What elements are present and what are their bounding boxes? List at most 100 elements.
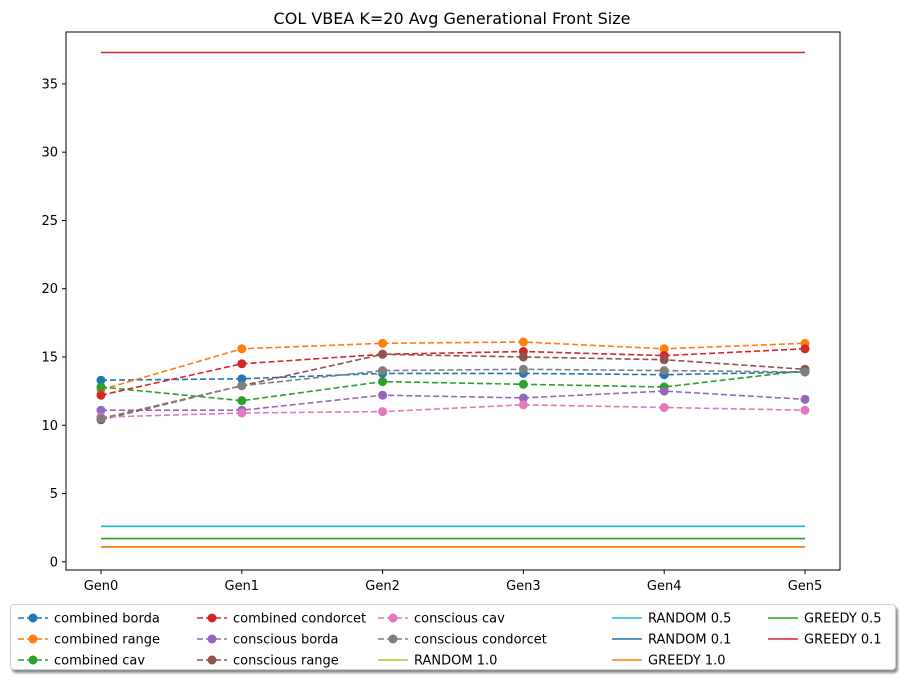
- data-point: [237, 408, 247, 418]
- legend: combined borda combined range combined cav…: [18, 612, 882, 669]
- y-tick-label: 15: [41, 350, 58, 365]
- series-1: [96, 337, 810, 395]
- legend-label: GREEDY 1.0: [648, 654, 726, 669]
- x-tick-label: Gen0: [84, 579, 119, 594]
- x-tick-label: Gen2: [365, 579, 400, 594]
- data-point: [518, 400, 528, 410]
- legend-label: conscious condorcet: [414, 633, 547, 648]
- legend-marker: [28, 634, 38, 644]
- legend-item: RANDOM 0.5: [612, 612, 731, 627]
- legend-label: RANDOM 0.1: [648, 633, 731, 648]
- x-tick-label: Gen1: [225, 579, 260, 594]
- y-tick-label: 30: [41, 146, 58, 161]
- legend-item: combined borda: [18, 612, 160, 627]
- data-point: [378, 366, 388, 376]
- chart-title: COL VBEA K=20 Avg Generational Front Siz…: [274, 9, 631, 28]
- data-point: [237, 381, 247, 391]
- legend-label: combined range: [54, 633, 160, 648]
- y-tick-label: 20: [41, 282, 58, 297]
- legend-item: RANDOM 0.1: [612, 633, 731, 648]
- data-point: [237, 344, 247, 354]
- data-point: [800, 367, 810, 377]
- legend-marker: [207, 634, 217, 644]
- data-point: [378, 338, 388, 348]
- data-point: [96, 375, 106, 385]
- data-point: [378, 349, 388, 359]
- data-point: [659, 403, 669, 413]
- data-point: [96, 382, 106, 392]
- data-point: [518, 364, 528, 374]
- series-2: [96, 366, 810, 406]
- data-point: [237, 359, 247, 369]
- series-line: [100, 353, 806, 421]
- series-6: [96, 400, 810, 422]
- legend-marker: [388, 613, 398, 623]
- legend-label: conscious borda: [233, 633, 339, 648]
- data-point: [800, 405, 810, 415]
- data-point: [378, 407, 388, 417]
- x-tick-label: Gen4: [647, 579, 682, 594]
- series-line: [100, 368, 806, 420]
- legend-label: RANDOM 1.0: [414, 654, 497, 669]
- legend-label: conscious cav: [414, 612, 505, 627]
- data-point: [237, 374, 247, 384]
- series-3: [96, 344, 810, 400]
- series-line: [100, 371, 806, 381]
- legend-marker: [207, 655, 217, 665]
- x-tick-label: Gen5: [788, 579, 823, 594]
- data-point: [96, 405, 106, 415]
- data-point: [96, 413, 106, 423]
- data-point: [518, 352, 528, 362]
- data-point: [378, 377, 388, 387]
- y-tick-label: 10: [41, 419, 58, 434]
- data-point: [378, 390, 388, 400]
- series-layer: [96, 51, 810, 548]
- data-point: [659, 355, 669, 365]
- legend-label: GREEDY 0.1: [804, 633, 882, 648]
- series-line: [100, 341, 806, 391]
- data-point: [800, 344, 810, 354]
- y-tick-label: 0: [50, 555, 58, 570]
- data-point: [659, 386, 669, 396]
- y-tick-label: 35: [41, 77, 58, 92]
- data-point: [659, 344, 669, 354]
- series-4: [96, 386, 810, 415]
- plot-frame: [65, 31, 841, 571]
- data-point: [96, 390, 106, 400]
- legend-item: conscious range: [197, 654, 339, 669]
- series-7: [96, 364, 810, 423]
- legend-marker: [28, 655, 38, 665]
- legend-marker: [207, 613, 217, 623]
- legend-item: combined condorcet: [197, 612, 366, 627]
- series-line: [100, 348, 806, 396]
- legend-item: RANDOM 1.0: [378, 654, 497, 669]
- series-line: [101, 390, 806, 412]
- legend-marker: [388, 634, 398, 644]
- legend-item: conscious condorcet: [378, 633, 547, 648]
- legend-item: GREEDY 0.1: [768, 633, 882, 648]
- y-tick-label: 25: [41, 214, 58, 229]
- legend-item: GREEDY 0.5: [768, 612, 882, 627]
- legend-item: conscious cav: [378, 612, 505, 627]
- data-point: [237, 396, 247, 406]
- legend-label: GREEDY 0.5: [804, 612, 882, 627]
- legend-item: combined cav: [18, 654, 145, 669]
- series-line: [100, 403, 806, 418]
- legend-label: combined condorcet: [233, 612, 366, 627]
- legend-label: RANDOM 0.5: [648, 612, 731, 627]
- legend-marker: [28, 613, 38, 623]
- y-tick-label: 5: [50, 487, 58, 502]
- x-tick-label: Gen3: [506, 579, 541, 594]
- legend-item: GREEDY 1.0: [612, 654, 726, 669]
- data-point: [518, 379, 528, 389]
- legend-frame: [10, 604, 896, 670]
- series-5: [96, 349, 810, 425]
- legend-item: conscious borda: [197, 633, 339, 648]
- legend-label: combined cav: [54, 654, 145, 669]
- axis-layer: Gen0 Gen1 Gen2 Gen3 Gen4 Gen5 0 5 10 15 20 25 30 35: [41, 77, 822, 594]
- series-line: [100, 369, 806, 402]
- data-point: [518, 337, 528, 347]
- data-point: [518, 393, 528, 403]
- legend-item: combined range: [18, 633, 160, 648]
